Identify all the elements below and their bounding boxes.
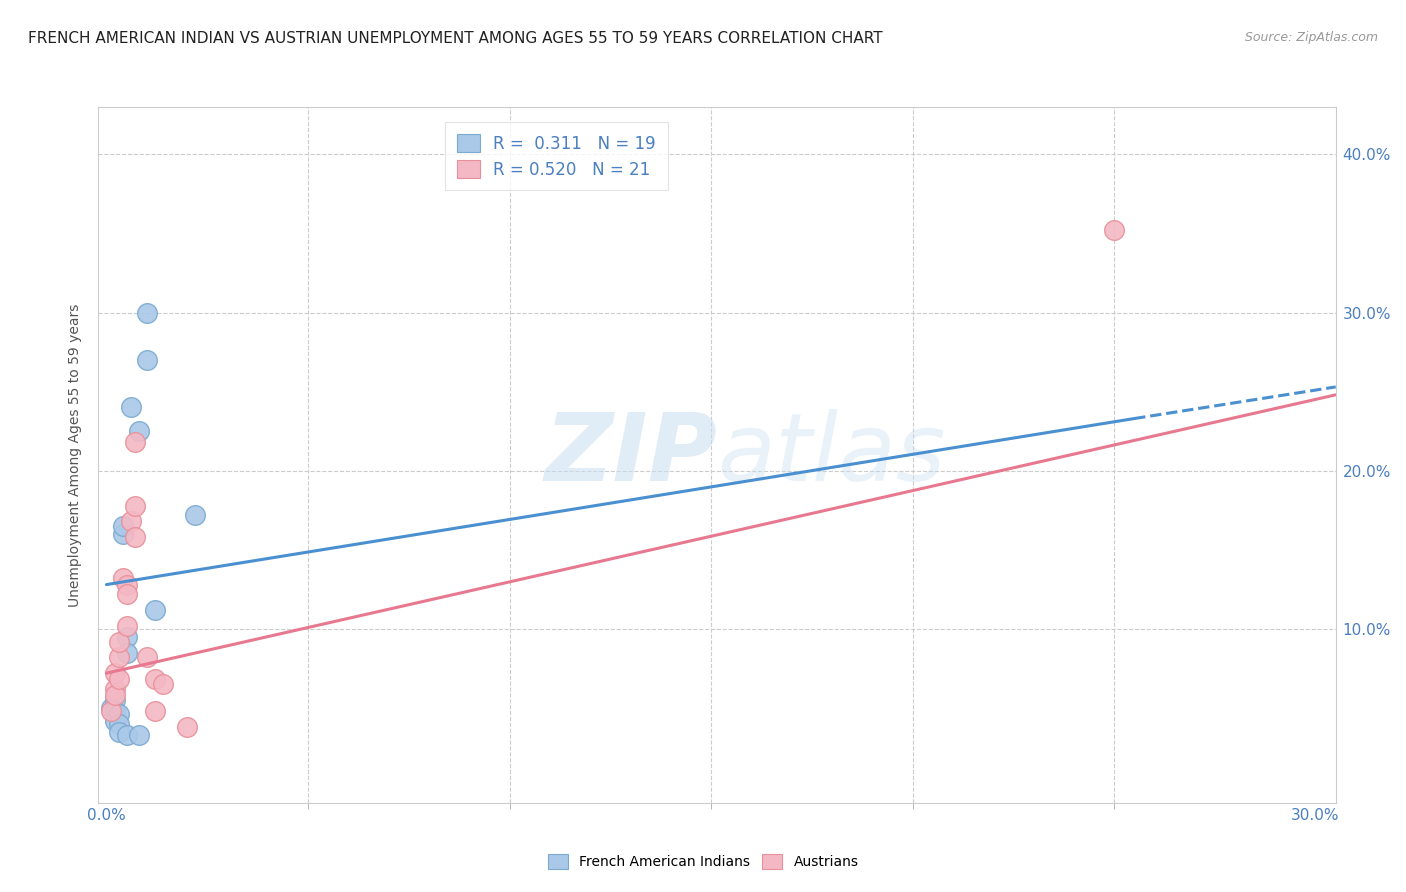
- Text: atlas: atlas: [717, 409, 945, 500]
- Point: [124, 435, 146, 450]
- Point: [103, 714, 125, 728]
- Point: [120, 514, 142, 528]
- Point: [103, 681, 125, 696]
- Point: [107, 673, 129, 687]
- Point: [100, 701, 122, 715]
- Point: [115, 577, 138, 591]
- Point: [124, 499, 146, 513]
- Point: [1102, 223, 1125, 237]
- Point: [115, 728, 138, 742]
- Point: [135, 305, 157, 319]
- Point: [184, 508, 207, 522]
- Point: [111, 519, 134, 533]
- Point: [135, 353, 157, 368]
- Point: [103, 688, 125, 702]
- Legend: French American Indians, Austrians: French American Indians, Austrians: [540, 847, 866, 876]
- Point: [107, 716, 129, 731]
- Point: [103, 693, 125, 707]
- Point: [124, 530, 146, 544]
- Y-axis label: Unemployment Among Ages 55 to 59 years: Unemployment Among Ages 55 to 59 years: [69, 303, 83, 607]
- Point: [143, 603, 166, 617]
- Point: [111, 571, 134, 585]
- Point: [103, 704, 125, 718]
- Point: [152, 677, 174, 691]
- Legend: R =  0.311   N = 19, R = 0.520   N = 21: R = 0.311 N = 19, R = 0.520 N = 21: [444, 122, 668, 191]
- Text: FRENCH AMERICAN INDIAN VS AUSTRIAN UNEMPLOYMENT AMONG AGES 55 TO 59 YEARS CORREL: FRENCH AMERICAN INDIAN VS AUSTRIAN UNEMP…: [28, 31, 883, 46]
- Point: [107, 707, 129, 722]
- Point: [135, 650, 157, 665]
- Point: [143, 673, 166, 687]
- Point: [107, 634, 129, 648]
- Point: [107, 650, 129, 665]
- Point: [143, 704, 166, 718]
- Point: [107, 724, 129, 739]
- Text: Source: ZipAtlas.com: Source: ZipAtlas.com: [1244, 31, 1378, 45]
- Point: [128, 728, 150, 742]
- Point: [115, 618, 138, 632]
- Text: ZIP: ZIP: [544, 409, 717, 501]
- Point: [115, 587, 138, 601]
- Point: [100, 704, 122, 718]
- Point: [111, 527, 134, 541]
- Point: [128, 424, 150, 438]
- Point: [115, 630, 138, 644]
- Point: [176, 720, 198, 734]
- Point: [120, 401, 142, 415]
- Point: [115, 646, 138, 660]
- Point: [103, 666, 125, 681]
